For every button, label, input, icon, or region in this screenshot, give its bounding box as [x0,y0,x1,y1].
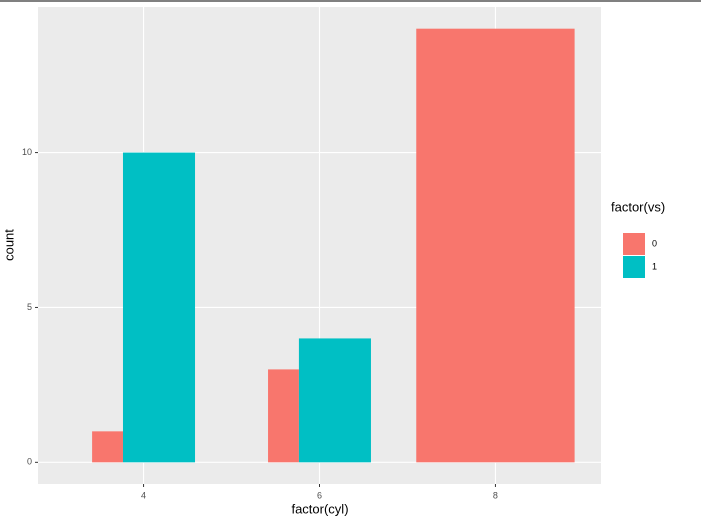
x-tick-label: 6 [317,490,322,500]
x-tick-label: 4 [141,490,146,500]
bar [122,152,196,463]
bar [268,369,299,463]
legend-label: 1 [652,261,657,271]
y-tick-label: 5 [27,302,32,312]
legend-key [623,233,645,255]
y-tick-label: 10 [22,147,32,157]
x-tick-label: 8 [493,490,498,500]
legend-label: 0 [652,238,657,248]
bar [416,28,575,463]
y-axis-title: count [1,229,16,261]
bar [92,431,123,463]
legend-title: factor(vs) [611,199,665,214]
x-axis-title: factor(cyl) [291,501,348,516]
legend-key [623,256,645,278]
bar [298,338,371,463]
y-tick-label: 0 [27,457,32,467]
